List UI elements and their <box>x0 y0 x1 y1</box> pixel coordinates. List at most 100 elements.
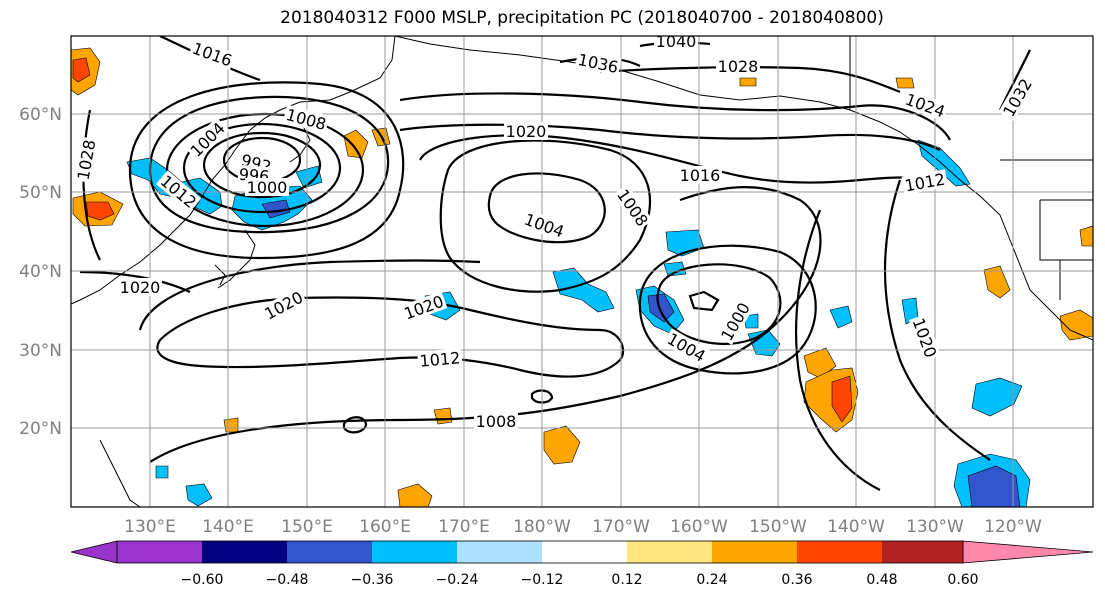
isobar-1000-low2 <box>688 290 720 312</box>
isobar-996 <box>202 131 322 199</box>
isobar-1004-low <box>487 172 606 244</box>
precip-patch <box>739 77 757 87</box>
precip-patch <box>397 483 433 507</box>
map-title: 2018040312 F000 MSLP, precipitation PC (… <box>280 8 884 28</box>
isobar-1000 <box>182 122 342 214</box>
latitude-labels: 60°N 50°N 40°N 30°N 20°N <box>19 105 62 439</box>
colorbar-swatch <box>202 541 287 563</box>
colorbar-tick: −0.48 <box>266 572 309 588</box>
lon-label: 180°W <box>513 517 571 537</box>
gridlines <box>71 36 1093 507</box>
precip-patch <box>967 465 1021 507</box>
isobar-label: 1028 <box>74 138 100 181</box>
lat-label: 40°N <box>19 262 62 282</box>
precip-patch <box>1079 225 1093 247</box>
isobar-1012 <box>128 81 405 260</box>
lon-label: 170°W <box>592 517 650 537</box>
precip-patch <box>433 407 453 425</box>
colorbar-tick: 0.48 <box>866 572 897 588</box>
isobar-label: 1020 <box>261 288 306 324</box>
isobar-label: 1032 <box>999 75 1036 120</box>
colorbar-min-extension <box>70 540 118 564</box>
isobar-1020-w <box>79 270 191 293</box>
colorbar-max-extension <box>962 540 1094 564</box>
longitude-labels: 130°E 140°E 150°E 160°E 170°E 180°W 170°… <box>124 517 1042 537</box>
isobar-label: 1008 <box>476 412 517 431</box>
colorbar-tick: −0.36 <box>351 572 394 588</box>
isobar-1008-small <box>342 416 368 434</box>
lon-label: 150°W <box>749 517 807 537</box>
precip-patch <box>295 165 323 189</box>
map-frame <box>70 35 1094 508</box>
precip-patch <box>261 199 291 219</box>
precip-patch <box>647 293 675 323</box>
isobar-1008-small2 <box>530 389 554 404</box>
precip-patch <box>72 57 91 83</box>
colorbar: −0.60 −0.48 −0.36 −0.24 −0.12 0.12 0.24 … <box>70 540 1094 588</box>
precip-patch <box>971 377 1023 417</box>
isobar-1028 <box>599 66 901 94</box>
isobar-label: 1028 <box>718 57 759 76</box>
lon-label: 150°E <box>281 517 333 537</box>
isobar-1016-long <box>138 259 481 331</box>
isobar-label: 1016 <box>680 166 721 185</box>
precip-patch <box>917 139 971 187</box>
isobar-1008-south <box>149 186 822 463</box>
colorbar-swatch <box>542 541 627 563</box>
lon-label: 160°W <box>670 517 728 537</box>
precip-patch <box>831 375 853 423</box>
colorbar-swatch <box>117 541 202 563</box>
colorbar-swatch <box>797 541 882 563</box>
precip-patch <box>663 261 687 277</box>
isobar-label: 1036 <box>576 50 620 77</box>
colorbar-swatch <box>882 541 963 563</box>
precip-patch <box>343 129 369 159</box>
precip-patches <box>71 47 1093 507</box>
isobar-labels: 1016 1036 1040 1028 1028 1024 1032 1008 … <box>73 32 1036 431</box>
isobar-label: 1000 <box>247 178 288 197</box>
isobar-1020 <box>399 123 941 151</box>
isobar-label: 1012 <box>419 348 461 370</box>
colorbar-tick: 0.12 <box>611 572 642 588</box>
precip-patch <box>983 265 1011 299</box>
isobar-label: 1020 <box>120 278 161 297</box>
precip-patch <box>829 305 853 329</box>
colorbar-tick: 0.60 <box>947 572 978 588</box>
isobar-label: 1020 <box>506 122 547 141</box>
isobar-1000-ring <box>656 263 782 345</box>
colorbar-tick: −0.12 <box>521 572 564 588</box>
isobar-1012-long <box>156 296 625 378</box>
colorbar-tick: 0.36 <box>781 572 812 588</box>
lon-label: 120°W <box>984 517 1042 537</box>
isobar-label: 1004 <box>522 210 567 242</box>
isobar-1020-east <box>883 179 991 461</box>
lon-label: 130°E <box>124 517 176 537</box>
lat-label: 20°N <box>19 419 62 439</box>
isobar-1020-b <box>794 209 881 491</box>
precip-patch <box>223 417 239 433</box>
lon-label: 130°W <box>906 517 964 537</box>
precip-patch <box>895 77 915 89</box>
colorbar-swatch <box>712 541 797 563</box>
lat-label: 60°N <box>19 105 62 125</box>
lat-label: 30°N <box>19 341 62 361</box>
colorbar-tick: 0.24 <box>696 572 727 588</box>
isobar-label: 1020 <box>909 315 941 360</box>
colorbar-tick: −0.60 <box>181 572 224 588</box>
colorbar-swatch <box>287 541 372 563</box>
lon-label: 170°E <box>438 517 490 537</box>
precip-patch <box>85 201 115 221</box>
isobar-1004-ring <box>638 244 817 375</box>
precip-patch <box>552 267 615 313</box>
colorbar-swatch <box>627 541 712 563</box>
colorbar-frame <box>116 540 964 564</box>
isobar-1028-w <box>82 109 101 261</box>
precip-patch <box>1059 309 1093 341</box>
precip-patch <box>543 425 581 465</box>
lon-label: 140°W <box>827 517 885 537</box>
lat-label: 50°N <box>19 183 62 203</box>
isobar-label: 1040 <box>656 32 697 51</box>
isobar-1024 <box>399 92 951 141</box>
isobar-label: 1008 <box>284 105 328 134</box>
